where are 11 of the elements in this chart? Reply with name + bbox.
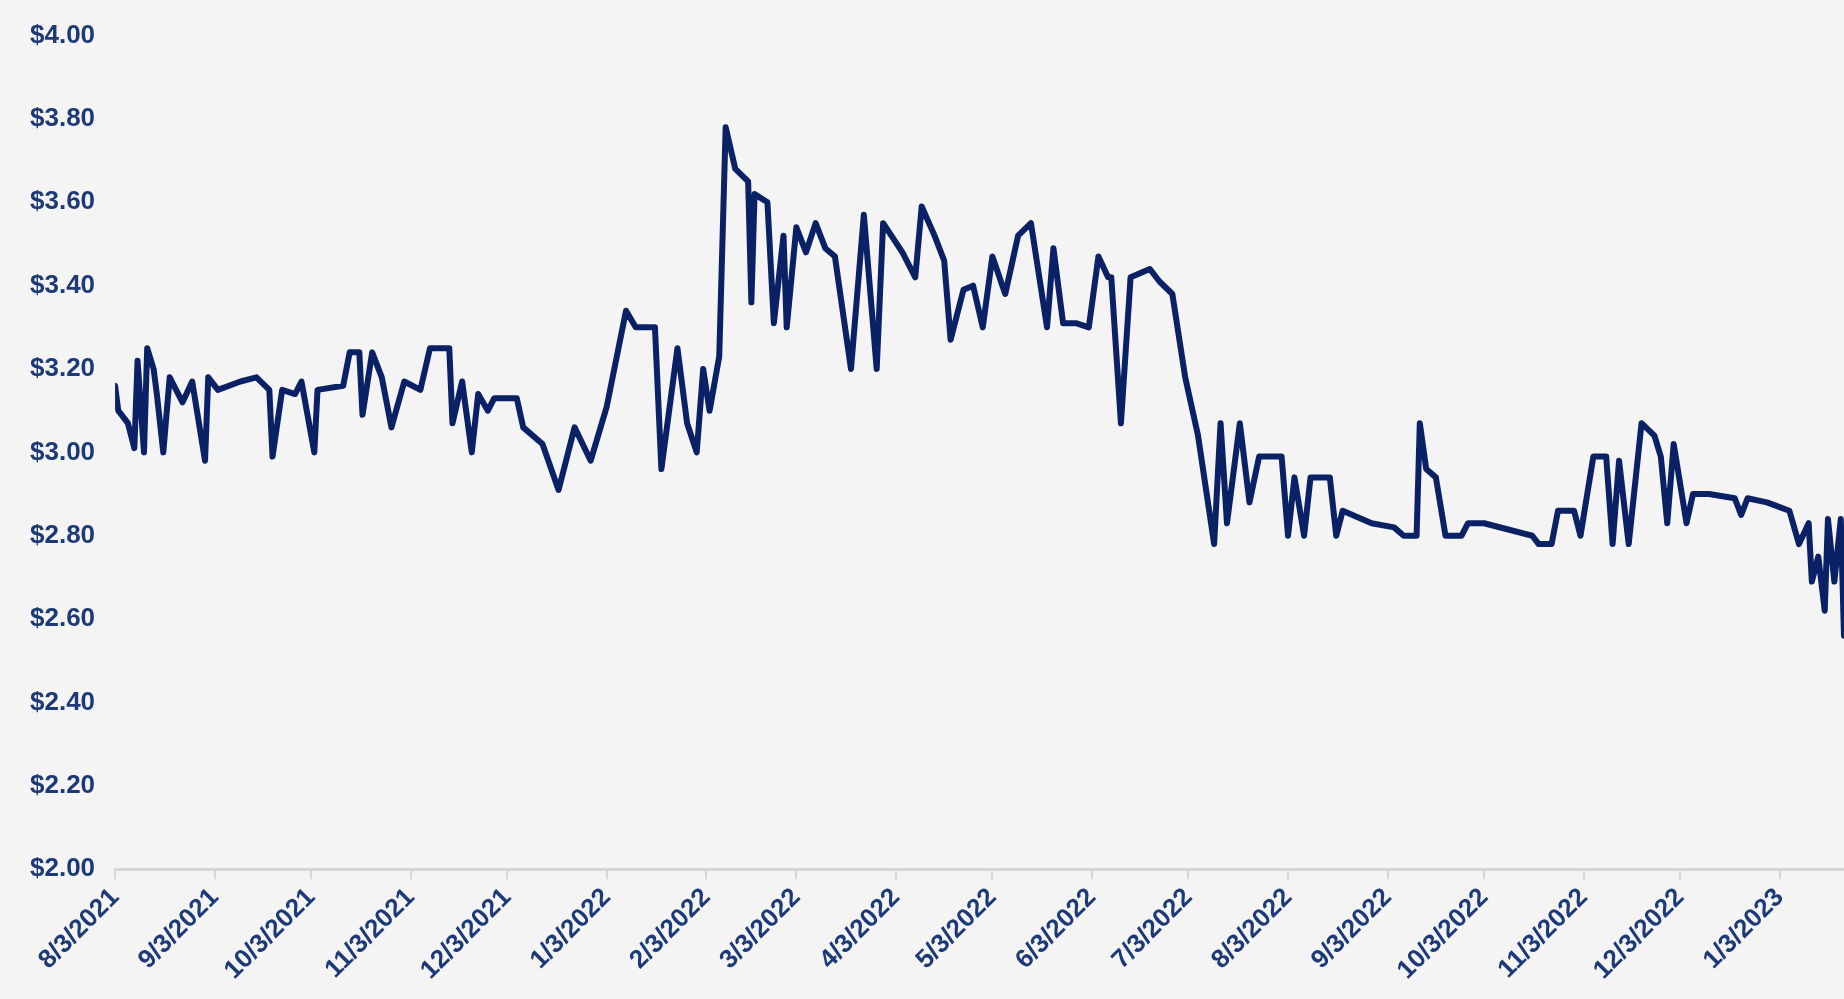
- y-tick-label: $3.20: [29, 352, 96, 383]
- y-tick-label: $3.60: [29, 185, 96, 216]
- y-tick-label: $2.00: [29, 852, 96, 883]
- y-tick-label: $3.80: [29, 102, 96, 133]
- y-tick-label: $3.40: [29, 268, 96, 299]
- y-tick-label: $2.40: [29, 685, 96, 716]
- y-tick-label: $4.00: [29, 18, 96, 49]
- y-tick-label: $2.80: [29, 518, 96, 549]
- y-tick-label: $2.60: [29, 602, 96, 633]
- y-tick-label: $3.00: [29, 435, 96, 466]
- y-tick-label: $2.20: [29, 768, 96, 799]
